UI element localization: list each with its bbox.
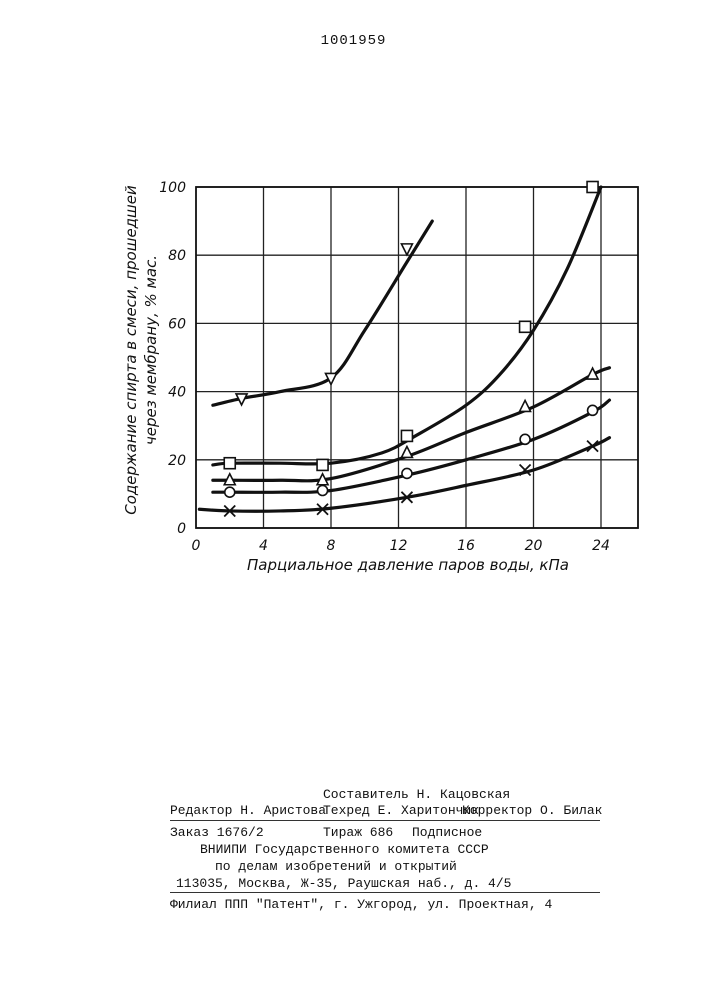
x-tick-label: 20 (525, 538, 543, 554)
imprint-divider-bottom (170, 892, 600, 893)
chart-series (199, 187, 609, 511)
x-tick-label: 24 (592, 538, 610, 554)
imprint-compiler: Составитель Н. Кацовская (323, 787, 510, 802)
series-line-circle (213, 400, 610, 492)
x-axis-title: Парциальное давление паров воды, кПа (247, 556, 569, 574)
imprint-address: 113035, Москва, Ж-35, Раушская наб., д. … (176, 876, 511, 891)
plot-frame (196, 187, 638, 528)
marker-square (401, 430, 412, 441)
x-tick-label: 4 (259, 538, 268, 554)
imprint-editor: Редактор Н. Аристова (170, 803, 326, 818)
imprint-corrector: Корректор О. Билак (462, 803, 602, 818)
y-tick-label: 80 (168, 248, 186, 264)
marker-square (587, 182, 598, 193)
imprint-subscription: Подписное (412, 825, 482, 840)
marker-circle (402, 468, 412, 478)
marker-triangle-up (520, 400, 531, 411)
imprint-divider (170, 820, 600, 821)
y-tick-label: 100 (159, 180, 186, 196)
marker-square (520, 321, 531, 332)
chart-grid (196, 187, 638, 528)
imprint-branch: Филиал ППП "Патент", г. Ужгород, ул. Про… (170, 897, 552, 912)
x-tick-label: 8 (327, 538, 336, 554)
marker-circle (520, 434, 530, 444)
series-line-square (213, 187, 601, 465)
x-tick-labels: 0 4 8 12 16 20 24 (192, 538, 610, 554)
y-tick-labels: 0 20 40 60 80 100 (159, 180, 186, 537)
imprint-institute: ВНИИПИ Государственного комитета СССР (200, 842, 489, 857)
chart: 0 4 8 12 16 20 24 0 20 40 60 80 100 Парциальное дав… (0, 0, 707, 620)
imprint-institute-dept: по делам изобретений и открытий (215, 859, 457, 874)
marker-circle (588, 405, 598, 415)
y-tick-label: 0 (177, 521, 186, 537)
x-tick-label: 0 (192, 538, 201, 554)
y-tick-label: 40 (168, 385, 186, 401)
x-tick-label: 12 (390, 538, 408, 554)
imprint-order: Заказ 1676/2 (170, 825, 264, 840)
marker-square (317, 459, 328, 470)
series-line-triangle-down (213, 221, 432, 405)
chart-axes (196, 187, 638, 528)
y-tick-label: 20 (168, 453, 186, 469)
imprint-circulation: Тираж 686 (323, 825, 393, 840)
y-tick-label: 60 (168, 316, 186, 332)
marker-circle (318, 485, 328, 495)
marker-circle (225, 487, 235, 497)
x-tick-label: 16 (457, 538, 475, 554)
y-axis-title-line2: через мембрану, % мас. (142, 255, 160, 445)
marker-triangle-up (401, 446, 412, 457)
marker-square (224, 458, 235, 469)
y-axis-title-line1: Содержание спирта в смеси, прошедшей (122, 185, 140, 515)
imprint-techred: Техред Е. Харитончик (323, 803, 479, 818)
